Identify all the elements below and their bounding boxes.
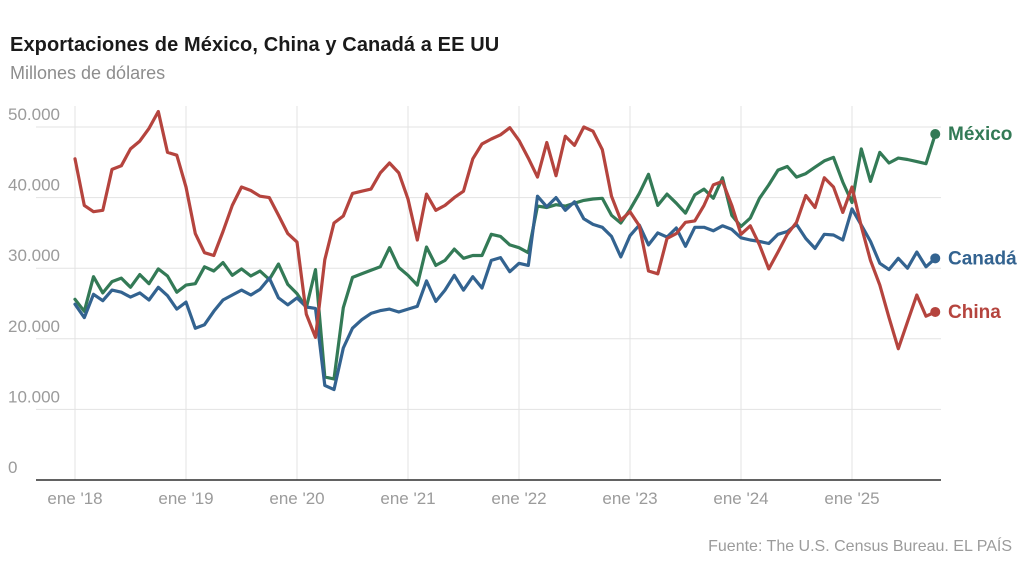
series-label-México: México: [948, 124, 1012, 145]
series-line-México: [73, 132, 937, 381]
y-axis-tick-label: 0: [8, 458, 17, 477]
x-axis-tick-label: ene '22: [491, 489, 546, 508]
y-axis-tick-label: 40.000: [8, 176, 60, 195]
y-axis-tick-label: 20.000: [8, 317, 60, 336]
series-label-China: China: [948, 302, 1001, 323]
series-end-dot-Canadá: [930, 253, 941, 264]
series-line-China: [73, 109, 937, 351]
x-axis-tick-label: ene '18: [47, 489, 102, 508]
x-axis-tick-label: ene '20: [269, 489, 324, 508]
y-axis-tick-label: 10.000: [8, 387, 60, 406]
x-axis-tick-label: ene '24: [713, 489, 768, 508]
series-label-Canadá: Canadá: [948, 248, 1017, 269]
chart-title: Exportaciones de México, China y Canadá …: [10, 34, 500, 56]
source-credit: Fuente: The U.S. Census Bureau. EL PAÍS: [708, 538, 1012, 555]
series-line-Canadá: [73, 194, 937, 392]
x-axis-tick-label: ene '21: [380, 489, 435, 508]
series-end-dot-China: [930, 306, 941, 317]
x-axis-tick-label: ene '25: [824, 489, 879, 508]
y-axis-tick-label: 50.000: [8, 105, 60, 124]
chart-subtitle: Millones de dólares: [10, 63, 166, 83]
x-axis-tick-label: ene '19: [158, 489, 213, 508]
x-axis-tick-label: ene '23: [602, 489, 657, 508]
y-axis-tick-label: 30.000: [8, 246, 60, 265]
series-end-dot-México: [930, 129, 941, 140]
